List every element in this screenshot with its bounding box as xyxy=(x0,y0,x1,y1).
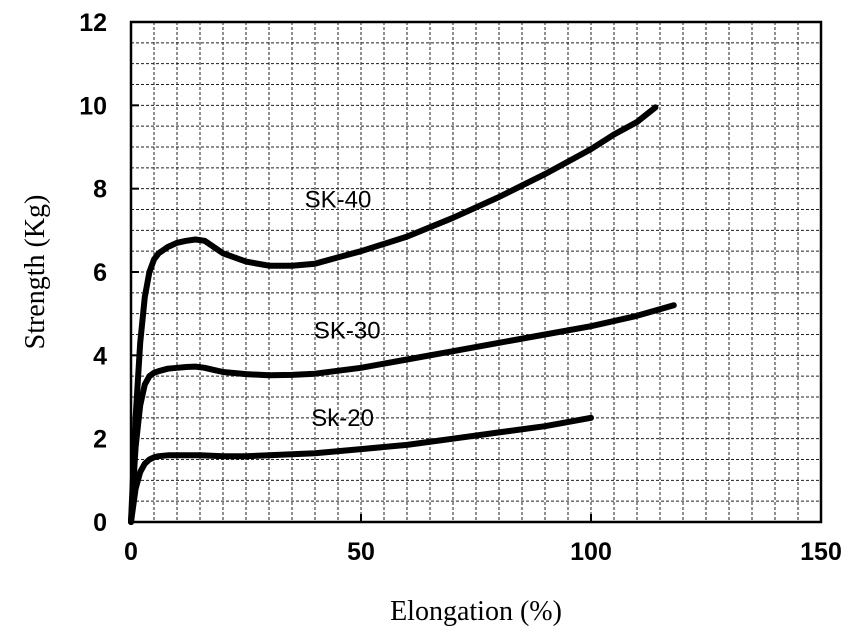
series-line-sk-40 xyxy=(128,104,659,525)
x-tick-label: 50 xyxy=(347,538,375,566)
y-tick-label: 12 xyxy=(79,9,107,37)
x-tick-label: 0 xyxy=(124,538,138,566)
series-label-sk-40: SK-40 xyxy=(305,186,372,213)
y-tick-label: 10 xyxy=(79,92,107,120)
y-tick-label: 6 xyxy=(93,259,107,287)
axis-ticks: 0 50 100 150 0 2 4 6 8 10 12 xyxy=(79,9,842,566)
grid xyxy=(131,22,821,522)
y-tick-label: 8 xyxy=(93,176,107,204)
y-tick-label: 2 xyxy=(93,426,107,454)
x-tick-label: 150 xyxy=(800,538,842,566)
y-tick-label: 4 xyxy=(93,342,107,370)
series-label-sk-30: SK-30 xyxy=(314,318,381,345)
labels: SK-40 SK-30 Sk-20 xyxy=(305,186,381,432)
series-line-sk-20 xyxy=(128,414,594,525)
y-axis-title: Strength (Kg) xyxy=(20,195,51,350)
series-line-sk-30 xyxy=(128,302,677,525)
x-axis-title: Elongation (%) xyxy=(390,596,562,627)
y-tick-label: 0 xyxy=(93,509,107,537)
x-tick-label: 100 xyxy=(570,538,612,566)
series-lines xyxy=(128,104,677,525)
series-label-sk-20: Sk-20 xyxy=(311,405,374,432)
